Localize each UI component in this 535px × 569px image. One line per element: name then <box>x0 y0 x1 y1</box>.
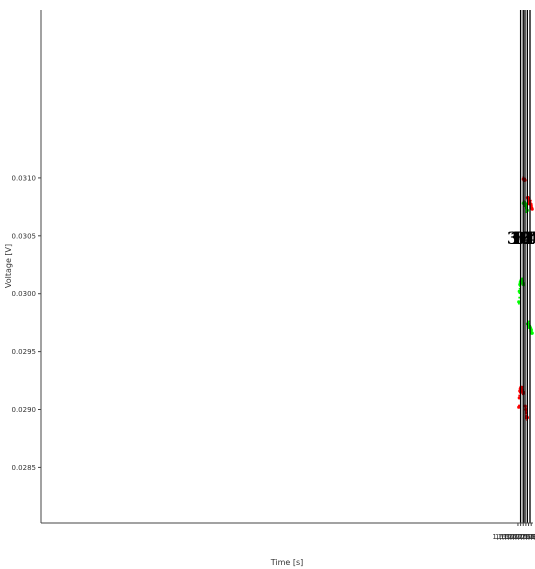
series-1-sample <box>518 394 521 397</box>
series-0-sample <box>528 326 530 329</box>
series-1-sample <box>520 390 523 393</box>
y-ticks: 0.0285 0.0290 0.0295 0.0300 0.0305 0.0310 <box>12 174 41 472</box>
series-0-sample <box>530 331 532 333</box>
series-0-sample <box>524 206 527 209</box>
series-1-sample <box>527 202 530 205</box>
series-0-sample <box>518 302 520 305</box>
duration-annotation: 14’ <box>511 229 535 249</box>
series-1-sample <box>530 199 532 202</box>
x-axis-title: Time [s] <box>270 558 304 567</box>
y-tick-label: 0.0290 <box>12 406 37 414</box>
series-1-sample <box>524 408 527 411</box>
series-1-sample <box>524 406 527 408</box>
x-tick-label: 1,612,017,000 <box>498 533 535 541</box>
y-tick-label: 0.0300 <box>12 290 37 298</box>
series-0-sample <box>525 205 528 208</box>
x-tick-label: 1,612,018,000 <box>500 533 535 541</box>
series-1-sample <box>527 195 529 198</box>
y-tick-label: 0.0285 <box>12 464 37 472</box>
series-1-sample <box>523 180 526 182</box>
x-tick-label: 1,612,020,000 <box>506 533 535 541</box>
axes <box>40 10 533 524</box>
series-1-sample <box>530 204 532 207</box>
y-axis-title: Voltage [V] <box>4 244 13 288</box>
vertical-lines <box>519 10 531 523</box>
x-tick-label: 1,612,015,000 <box>492 533 535 541</box>
series-0-sample <box>525 202 527 205</box>
series-0-sample <box>528 323 531 325</box>
y-tick-label: 0.0295 <box>12 348 37 356</box>
series-1-sample <box>520 389 523 392</box>
series-0-sample <box>518 292 521 294</box>
series-0-sample <box>518 287 521 290</box>
series-0-sample <box>528 325 530 328</box>
series-1-sample <box>521 391 523 394</box>
series-0-point <box>517 300 521 304</box>
series-0-sample <box>528 320 531 323</box>
series-0-sample <box>527 322 530 325</box>
series-1-sample <box>518 404 520 407</box>
duration-annotation: 10’ <box>509 229 535 249</box>
x-tick-label: 1,612,016,000 <box>495 533 535 541</box>
duration-annotation: 30’ <box>507 229 535 249</box>
series-0-sample <box>518 285 521 287</box>
series-1-sample <box>530 203 533 205</box>
series-0-sample <box>531 328 533 331</box>
series-0-sample <box>523 202 525 204</box>
series-1-sample <box>520 386 523 388</box>
y-tick-label: 0.0310 <box>12 174 37 182</box>
series-0-sample <box>531 333 533 335</box>
series-0-sample <box>521 278 524 281</box>
series-1-sample <box>531 207 534 210</box>
series-0-sample <box>518 282 521 285</box>
series-0-sample <box>527 321 530 324</box>
series-0-sample <box>518 296 521 299</box>
series-1-sample <box>525 409 528 412</box>
duration-annotation: 30’ <box>514 229 535 249</box>
x-tick-label: 1,612,019,000 <box>503 533 535 541</box>
series-0-sample <box>520 282 523 284</box>
series-1-sample <box>518 397 521 400</box>
series-1-sample <box>525 417 528 420</box>
annotations: 30’10’14’30’ <box>507 229 535 249</box>
series-0-sample <box>525 211 528 214</box>
series-1-sample <box>529 207 532 209</box>
series-1-sample <box>524 410 527 413</box>
x-ticks: 1,612,015,0001,612,016,0001,612,017,0001… <box>492 523 535 541</box>
series-1-sample <box>527 197 530 200</box>
y-tick-label: 0.0305 <box>12 232 37 240</box>
